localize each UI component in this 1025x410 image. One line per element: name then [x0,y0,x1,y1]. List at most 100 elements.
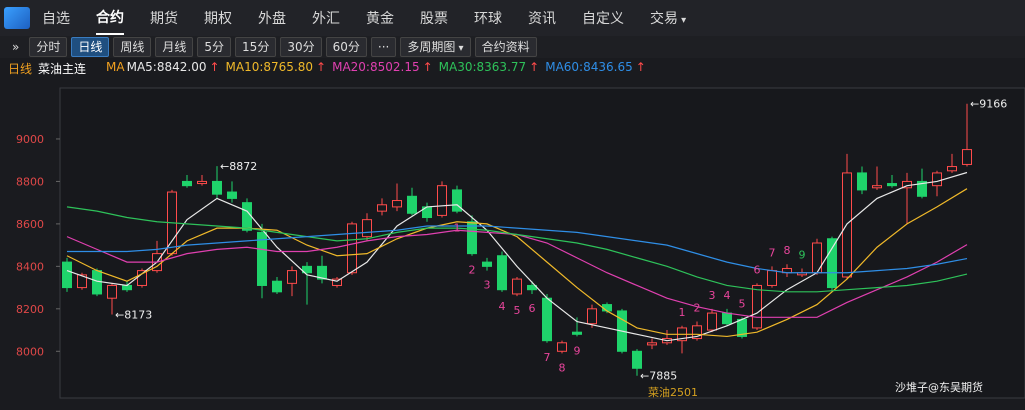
candle-body [857,172,867,191]
candle-body [647,342,657,346]
toolbar-button[interactable]: 分时 [29,37,68,57]
toolbar-button[interactable]: 60分 [325,37,367,57]
ma-trend: ↑ [635,60,646,74]
y-tick-label: 9000 [16,133,44,146]
ma-line [66,188,968,338]
candle-body [632,350,642,369]
candle-body [752,284,762,329]
candle-body [947,166,957,172]
count-label: 7 [769,246,776,259]
count-label: 9 [574,344,581,357]
toolbar-button[interactable]: 15分 [235,37,277,57]
ma-trend: ↑ [209,60,220,74]
nav-tab[interactable]: 交易 [650,2,686,34]
y-tick-label: 8200 [16,303,44,316]
nav-tab[interactable]: 外盘 [258,11,286,27]
toolbar-button[interactable]: » [12,40,20,54]
candle-body [197,180,207,185]
candle-body [827,238,837,289]
count-label: 2 [694,302,701,315]
candle-body [62,261,72,289]
count-label: 4 [724,289,731,302]
candle-body [227,191,237,199]
count-label: 9 [799,248,806,261]
y-tick-label: 8800 [16,175,44,188]
candle-body [182,180,192,187]
count-label: 5 [739,297,746,310]
logo [4,7,30,29]
count-label: 2 [469,264,476,277]
nav-tab[interactable]: 外汇 [312,11,340,27]
toolbar-button[interactable]: 日线 [71,37,110,57]
nav-tab[interactable]: 自选 [42,11,70,27]
candle-body [272,280,282,293]
candle-body [557,342,567,352]
candle-body [692,325,702,340]
toolbar-button[interactable]: 5分 [197,37,232,57]
candle-body [722,312,732,325]
candle-body [497,255,507,291]
candle-body [77,274,87,289]
toolbar-button[interactable]: 多周期图 [400,37,471,57]
toolbar-button[interactable]: 30分 [280,37,322,57]
ma-line [67,225,968,274]
ma-legend-item: MA30:8363.77 ↑ [439,60,540,77]
candle-body [587,308,597,325]
candle-body [917,180,927,197]
candle-body [92,270,102,295]
toolbar-button[interactable]: 合约资料 [474,37,537,57]
candle-body [962,149,972,165]
count-label: 3 [484,279,491,292]
candle-body [467,221,477,255]
plot-area [59,87,1025,399]
count-label: 1 [454,221,461,234]
period: 日线 [8,62,33,76]
count-label: 6 [529,302,536,315]
ma-label: MA5:8842.00 [126,60,207,74]
symbol: 菜油主连 [38,62,87,76]
nav-tab[interactable]: 自定义 [582,11,624,27]
nav-tab[interactable]: 期货 [150,11,178,27]
y-tick-label: 8000 [16,345,44,358]
toolbar-button[interactable]: 月线 [155,37,194,57]
candle-body [242,202,252,231]
nav-tab[interactable]: 合约 [96,1,124,35]
candle-body [287,270,297,284]
nav-bar: 自选 合约 期货 期权 外盘 外汇 黄金 股票 环球 资讯 自定义 交易 [0,0,1025,36]
ma-legend-item: MA60:8436.65 ↑ [545,60,646,77]
candle-body [707,312,717,331]
toolbar-button[interactable]: 周线 [113,37,152,57]
count-label: 5 [514,304,521,317]
candle-body [377,204,387,212]
nav-tab[interactable]: 股票 [420,11,448,27]
nav-tab[interactable]: 环球 [474,11,502,27]
candle-body [452,189,462,212]
ma-label: MA10:8765.80 [225,60,314,74]
legend: 日线 菜油主连 MA MA5:8842.00 ↑ MA10:8765.80 ↑ MA20… [8,60,646,77]
ma-prefix: MA [106,60,125,74]
candle-body [542,297,552,342]
toolbar-button[interactable]: ··· [370,37,397,57]
nav-tab[interactable]: 期权 [204,11,232,27]
count-label: 7 [544,351,551,364]
price-annotation: ←9166 [970,98,1007,111]
candle-body [317,265,327,280]
ma-label: MA60:8436.65 [545,60,633,74]
count-label: 8 [784,244,791,257]
watermark: 沙堆子@东吴期货 [895,380,983,394]
candle-body [407,195,417,214]
count-label: 8 [559,361,566,374]
candle-body [107,284,117,299]
candle-body [302,265,312,274]
y-tick-label: 8400 [16,260,44,273]
count-label: 3 [709,289,716,302]
ma-line [66,206,968,293]
candle-body [392,200,402,208]
nav-tab[interactable]: 资讯 [528,11,556,27]
candle-body [347,223,357,274]
nav-tab[interactable]: 黄金 [366,11,394,27]
candle-body [332,278,342,286]
ma-trend: ↑ [529,60,540,74]
